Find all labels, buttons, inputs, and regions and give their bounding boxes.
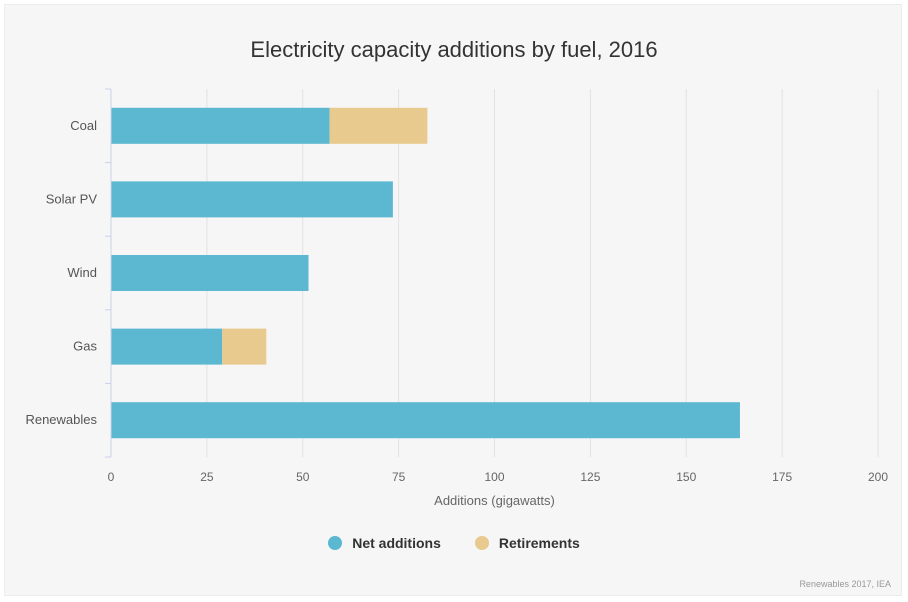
x-tick-label-125: 125: [580, 470, 600, 484]
bar-coal-retirements[interactable]: [329, 107, 428, 144]
y-category-label-renewables: Renewables: [25, 412, 97, 427]
x-tick-label-200: 200: [868, 470, 888, 484]
chart-frame: Electricity capacity additions by fuel, …: [4, 4, 902, 596]
axes: 0 25 50 75 100 125 150 175 200 Coal Solar PV Wind Ga…: [25, 88, 888, 484]
source-note: Renewables 2017, IEA: [799, 579, 891, 589]
bar-solar-pv-net-additions[interactable]: [111, 181, 393, 218]
x-tick-label-25: 25: [200, 470, 214, 484]
legend: Net additions Retirements: [5, 535, 903, 551]
bar-renewables-net-additions[interactable]: [111, 402, 740, 439]
bar-wind-net-additions[interactable]: [111, 255, 309, 291]
y-category-label-gas: Gas: [73, 339, 97, 354]
chart-title: Electricity capacity additions by fuel, …: [250, 37, 658, 62]
bar-coal-net-additions[interactable]: [111, 107, 330, 144]
y-category-label-solar-pv: Solar PV: [46, 191, 98, 206]
y-category-label-coal: Coal: [70, 118, 97, 133]
legend-label-net-additions: Net additions: [352, 535, 441, 551]
x-tick-label-150: 150: [676, 470, 696, 484]
legend-item-retirements[interactable]: Retirements: [474, 535, 580, 551]
x-tick-label-75: 75: [392, 470, 406, 484]
bar-gas-retirements[interactable]: [222, 328, 267, 365]
x-axis-title: Additions (gigawatts): [434, 493, 555, 508]
bars: [111, 107, 740, 439]
x-tick-label-50: 50: [296, 470, 310, 484]
bar-chart: 0 25 50 75 100 125 150 175 200 Coal Solar PV Wind Ga…: [25, 88, 888, 508]
x-tick-label-100: 100: [484, 470, 504, 484]
legend-marker-net-additions: [328, 536, 343, 550]
x-tick-label-175: 175: [772, 470, 792, 484]
legend-item-net-additions[interactable]: Net additions: [328, 535, 441, 551]
legend-marker-retirements: [474, 536, 489, 550]
y-category-label-wind: Wind: [67, 265, 97, 280]
x-tick-label-0: 0: [108, 470, 115, 484]
legend-label-retirements: Retirements: [498, 535, 580, 551]
bar-gas-net-additions[interactable]: [111, 328, 223, 365]
